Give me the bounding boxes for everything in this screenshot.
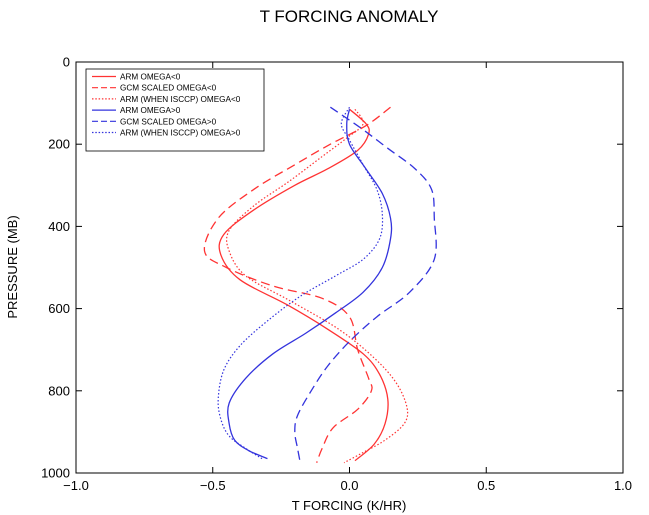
x-tick-label: 1.0 xyxy=(614,478,632,493)
series-line-2 xyxy=(203,106,391,463)
y-tick-label: 800 xyxy=(48,383,70,398)
series-line-5 xyxy=(294,106,437,463)
legend-label: ARM OMEGA>0 xyxy=(120,106,181,115)
y-ticks: 0 200 400 600 800 1000 xyxy=(41,55,623,481)
y-axis-label: PRESSURE (MB) xyxy=(5,215,20,318)
y-tick-label: 0 xyxy=(63,55,70,70)
series-line-6 xyxy=(217,106,384,460)
legend: ARM OMEGA<0 GCM SCALED OMEGA<0 ARM (WHEN I… xyxy=(85,68,265,152)
y-tick-label: 600 xyxy=(48,301,70,316)
series-line-3 xyxy=(225,108,409,464)
x-axis-label: T FORCING (K/HR) xyxy=(292,498,407,513)
legend-label: GCM SCALED OMEGA>0 xyxy=(120,117,217,126)
x-tick-label: −1.0 xyxy=(63,478,89,493)
series-line-1 xyxy=(218,108,389,462)
x-tick-label: 0.0 xyxy=(340,478,358,493)
legend-label: ARM (WHEN ISCCP) OMEGA<0 xyxy=(120,95,241,104)
y-tick-label: 200 xyxy=(48,137,70,152)
series-lines xyxy=(203,106,437,464)
legend-box xyxy=(85,68,265,152)
legend-label: ARM OMEGA<0 xyxy=(120,73,181,82)
legend-label: ARM (WHEN ISCCP) OMEGA>0 xyxy=(120,129,241,138)
chart-title: T FORCING ANOMALY xyxy=(260,7,439,26)
x-tick-label: 0.5 xyxy=(477,478,495,493)
series-line-4 xyxy=(227,109,393,460)
legend-label: GCM SCALED OMEGA<0 xyxy=(120,84,217,93)
y-tick-label: 1000 xyxy=(41,466,70,481)
x-tick-label: −0.5 xyxy=(200,478,226,493)
x-ticks: −1.0 −0.5 0.0 0.5 1.0 xyxy=(63,62,632,493)
y-tick-label: 400 xyxy=(48,219,70,234)
